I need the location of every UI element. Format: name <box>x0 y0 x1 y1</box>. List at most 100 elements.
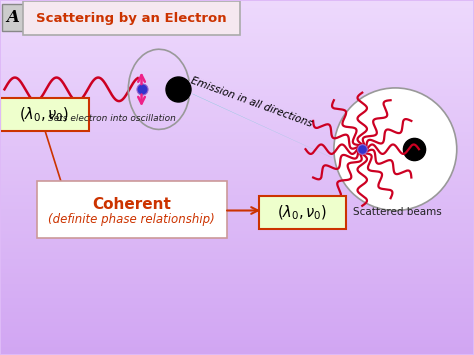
Circle shape <box>334 88 457 211</box>
FancyBboxPatch shape <box>37 181 227 238</box>
Bar <box>0 280 474 284</box>
Bar <box>0 347 474 351</box>
Bar <box>0 170 474 174</box>
Bar <box>0 277 474 280</box>
Bar <box>0 64 474 68</box>
Bar <box>0 344 474 347</box>
FancyBboxPatch shape <box>0 98 89 131</box>
Bar <box>0 135 474 138</box>
Bar <box>0 322 474 326</box>
Bar <box>0 301 474 305</box>
Bar <box>0 82 474 86</box>
Bar <box>0 284 474 287</box>
Bar <box>0 248 474 252</box>
Bar <box>0 312 474 315</box>
Bar <box>0 4 474 8</box>
Bar <box>0 209 474 213</box>
Text: $(\lambda_0,\nu_0)$: $(\lambda_0,\nu_0)$ <box>277 203 328 222</box>
Bar <box>0 223 474 227</box>
FancyArrowPatch shape <box>192 94 331 158</box>
Bar <box>0 230 474 234</box>
Bar <box>0 132 474 135</box>
Text: Scattering by an Electron: Scattering by an Electron <box>36 12 227 24</box>
Bar <box>0 89 474 93</box>
Bar <box>0 291 474 294</box>
Bar <box>0 47 474 50</box>
Bar <box>0 199 474 202</box>
Bar <box>0 217 474 220</box>
Bar <box>0 156 474 160</box>
Bar <box>0 160 474 163</box>
FancyBboxPatch shape <box>23 1 240 35</box>
Bar <box>0 287 474 291</box>
Bar <box>0 86 474 89</box>
Bar <box>0 294 474 298</box>
Bar <box>0 227 474 230</box>
Bar <box>0 337 474 340</box>
Bar <box>0 1 474 4</box>
Bar <box>0 29 474 33</box>
Bar <box>0 351 474 354</box>
Bar <box>0 206 474 209</box>
Bar <box>0 33 474 36</box>
FancyBboxPatch shape <box>259 196 346 229</box>
Bar <box>0 75 474 78</box>
Bar <box>0 178 474 181</box>
Bar <box>0 269 474 273</box>
Bar <box>0 26 474 29</box>
Bar <box>0 273 474 277</box>
Bar <box>0 329 474 333</box>
Bar <box>0 315 474 319</box>
Bar <box>0 100 474 103</box>
Text: Scattered beams: Scattered beams <box>353 207 442 217</box>
Bar <box>0 308 474 312</box>
Bar <box>0 202 474 206</box>
Bar <box>0 305 474 308</box>
Text: (definite phase relationship): (definite phase relationship) <box>48 213 215 226</box>
Bar <box>0 61 474 64</box>
Text: Coherent: Coherent <box>92 197 171 212</box>
Bar <box>0 340 474 344</box>
Bar <box>0 15 474 18</box>
Bar <box>0 78 474 82</box>
Bar <box>0 153 474 156</box>
Bar <box>0 241 474 245</box>
Text: Emission in all directions: Emission in all directions <box>189 75 313 129</box>
Bar <box>0 54 474 57</box>
Bar <box>0 118 474 121</box>
Text: $(\lambda_0,\nu_0)$: $(\lambda_0,\nu_0)$ <box>19 105 69 124</box>
Bar <box>0 114 474 118</box>
Bar <box>0 71 474 75</box>
Bar <box>0 40 474 43</box>
Bar <box>0 192 474 195</box>
Bar <box>0 252 474 255</box>
Bar <box>0 326 474 329</box>
Bar <box>0 128 474 132</box>
Bar <box>0 103 474 107</box>
Bar <box>0 237 474 241</box>
Bar <box>0 43 474 47</box>
Bar <box>0 142 474 146</box>
Bar <box>0 68 474 71</box>
Bar <box>0 36 474 40</box>
Bar <box>0 149 474 153</box>
Bar <box>0 50 474 54</box>
Bar <box>0 266 474 269</box>
Bar <box>0 319 474 322</box>
Bar <box>0 8 474 11</box>
Bar <box>0 259 474 262</box>
Bar <box>0 220 474 223</box>
Bar <box>0 262 474 266</box>
Text: A: A <box>7 9 19 26</box>
Bar <box>0 167 474 170</box>
Bar <box>0 107 474 110</box>
Bar <box>0 125 474 128</box>
Bar <box>0 138 474 142</box>
Bar <box>0 96 474 100</box>
Bar <box>0 22 474 26</box>
Bar <box>0 333 474 337</box>
Text: Sets electron into oscillation: Sets electron into oscillation <box>48 114 176 123</box>
Bar <box>0 195 474 199</box>
Bar <box>0 146 474 149</box>
Bar <box>0 57 474 61</box>
